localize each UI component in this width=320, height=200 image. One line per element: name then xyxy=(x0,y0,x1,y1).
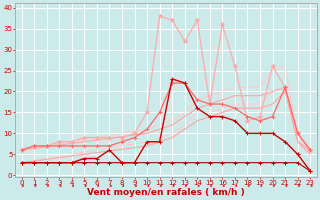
X-axis label: Vent moyen/en rafales ( km/h ): Vent moyen/en rafales ( km/h ) xyxy=(87,188,245,197)
